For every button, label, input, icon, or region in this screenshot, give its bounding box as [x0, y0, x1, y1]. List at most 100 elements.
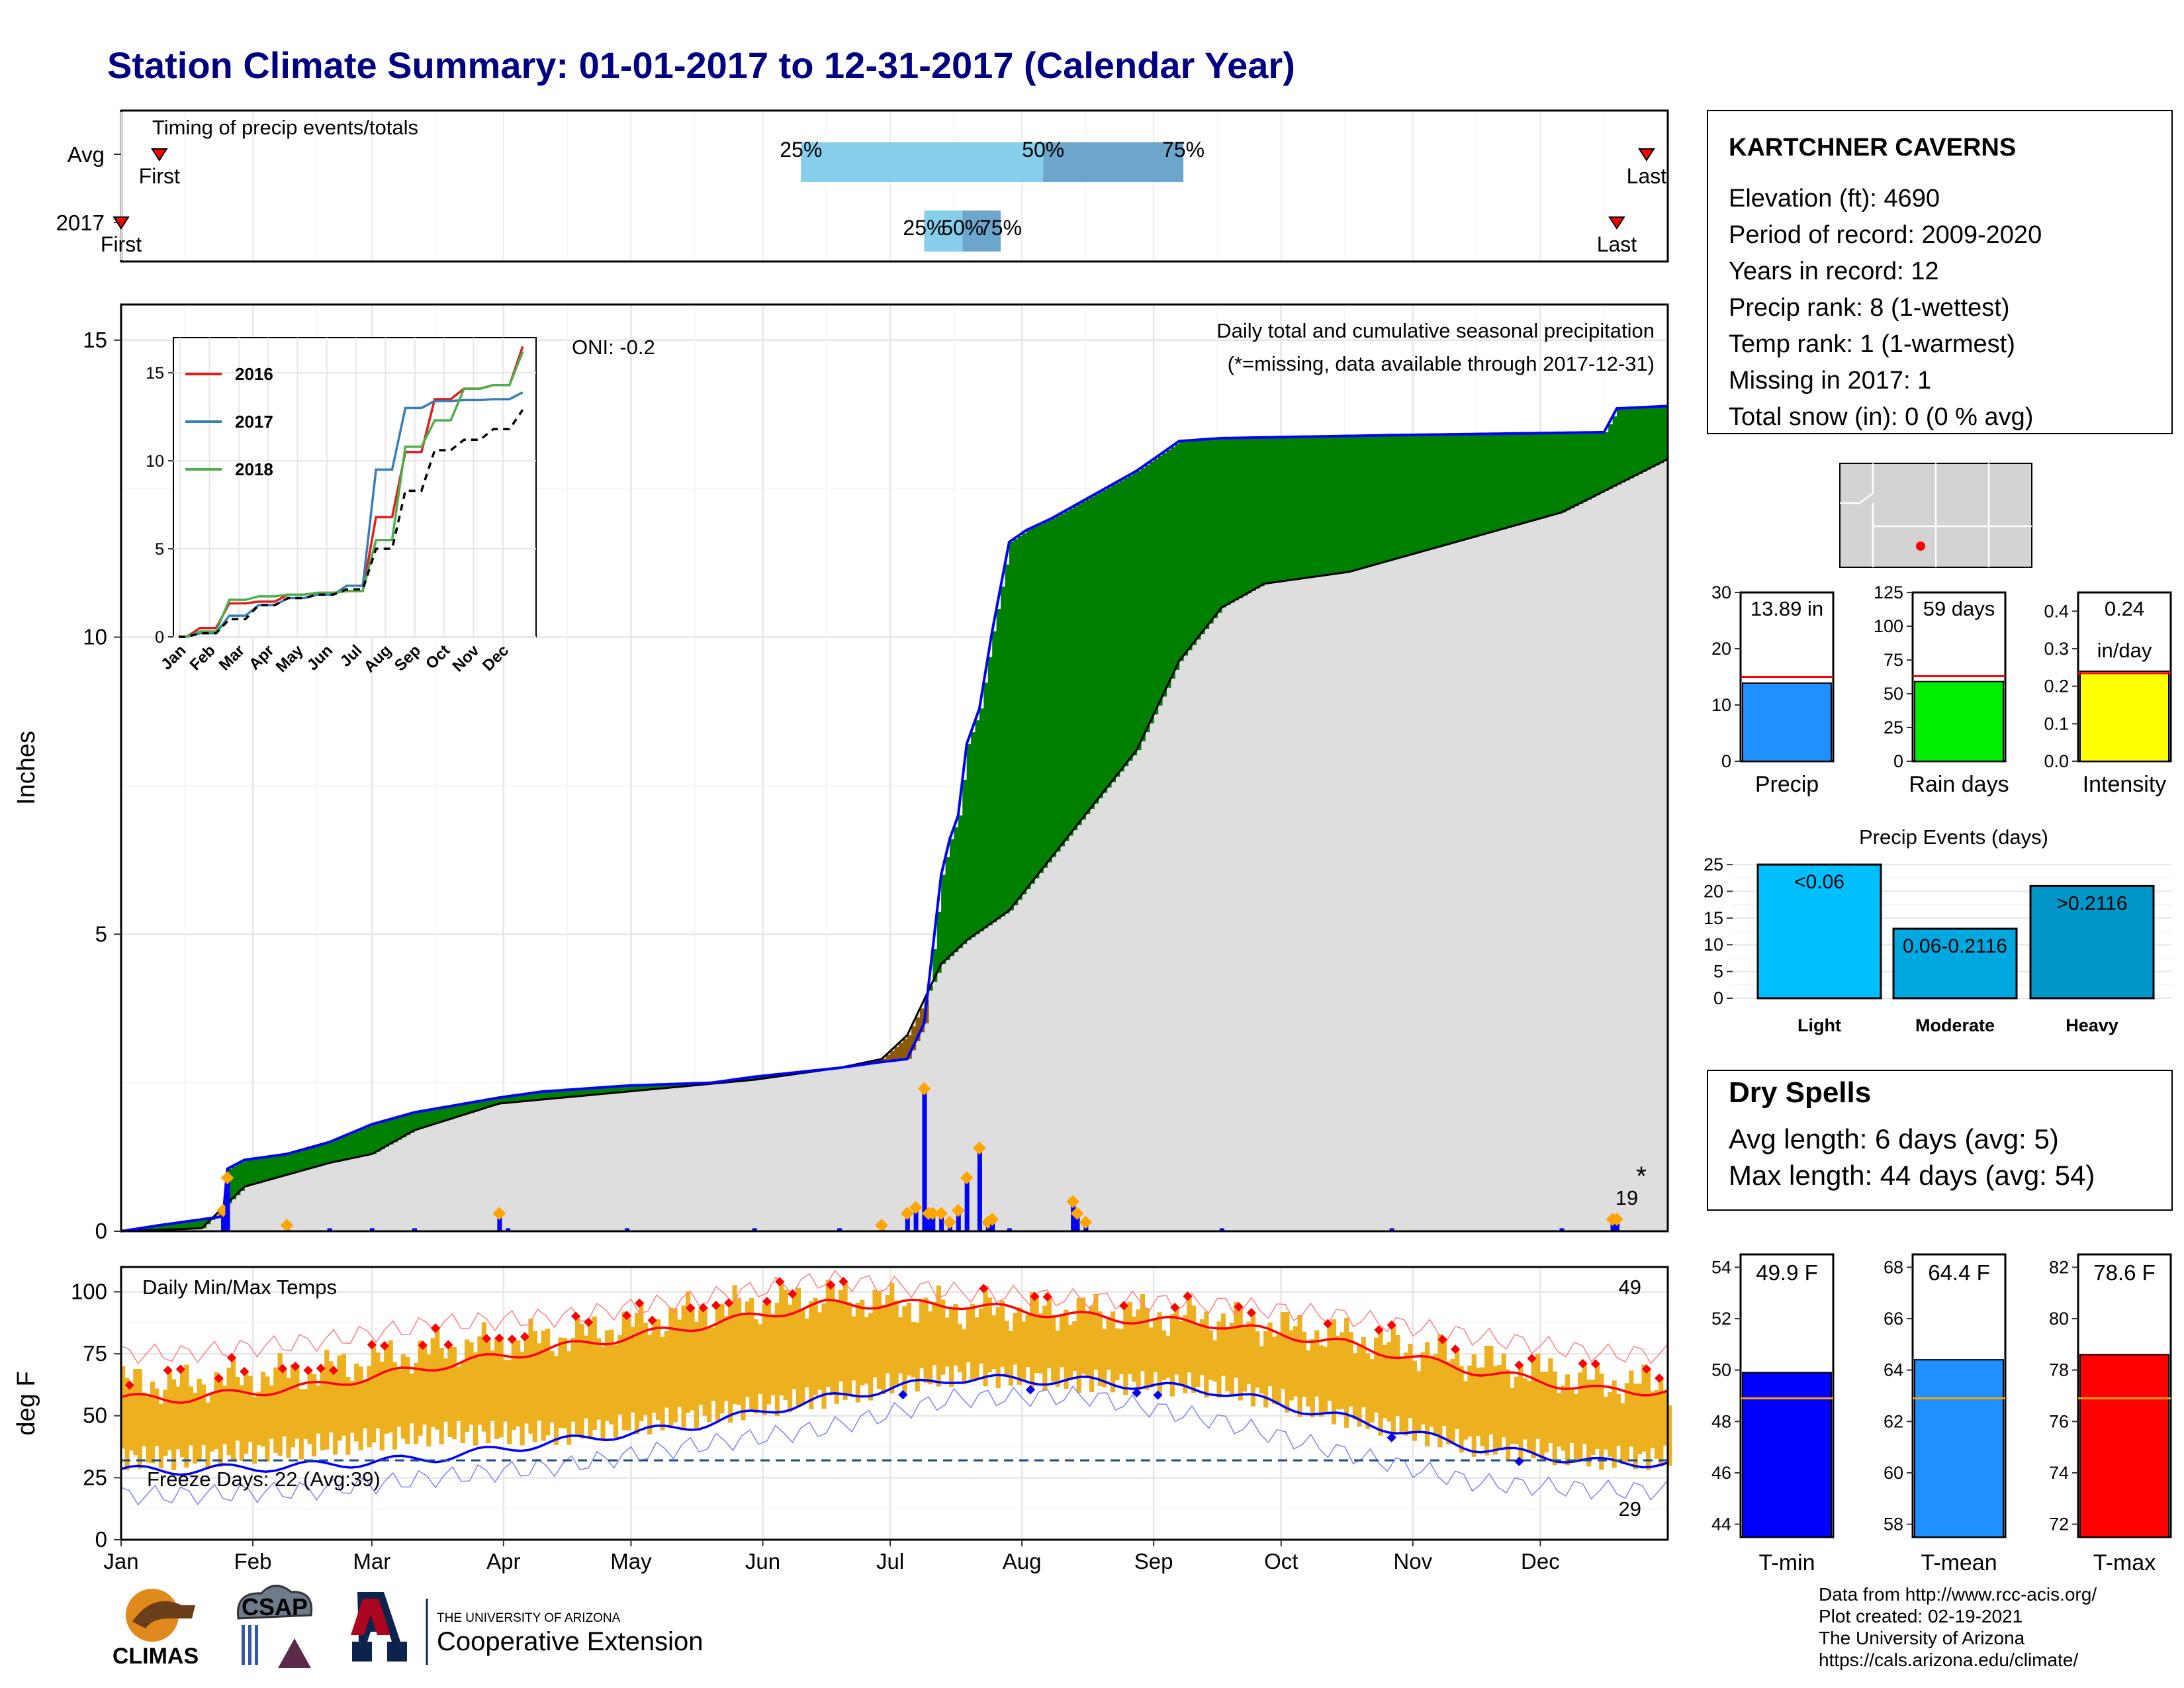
- record-high-marker: [762, 1297, 772, 1307]
- daily-precip-bar: [926, 1213, 931, 1231]
- daily-temp-bar: [974, 1317, 979, 1380]
- daily-temp-bar: [995, 1307, 1001, 1389]
- summary-label: Precip: [1755, 772, 1819, 797]
- departure-fill: [643, 1085, 649, 1090]
- departure-fill: [597, 1088, 602, 1095]
- y-tick-label: 0: [1713, 988, 1723, 1008]
- departure-fill: [1038, 524, 1044, 873]
- departure-fill: [1306, 436, 1312, 578]
- daily-temp-bar: [1476, 1368, 1481, 1436]
- departure-fill: [1089, 496, 1095, 809]
- record-high-marker: [686, 1303, 696, 1313]
- daily-temp-bar: [214, 1372, 219, 1450]
- daily-temp-bar: [1378, 1330, 1383, 1436]
- departure-fill: [1357, 436, 1363, 570]
- daily-temp-bar: [570, 1337, 576, 1422]
- daily-temp-bar: [1369, 1359, 1375, 1423]
- departure-fill: [605, 1087, 610, 1094]
- temp-summary-label: T-max: [2093, 1550, 2156, 1575]
- daily-temp-bar: [1662, 1391, 1668, 1446]
- departure-fill: [401, 1115, 406, 1138]
- departure-fill: [1175, 444, 1180, 670]
- departure-fill: [975, 720, 980, 935]
- daily-temp-bar: [809, 1301, 814, 1409]
- daily-temp-bar: [1110, 1311, 1116, 1393]
- departure-fill: [359, 1129, 364, 1157]
- freeze-days-label: Freeze Days: 22 (Avg:39): [147, 1468, 381, 1491]
- departure-fill: [987, 657, 993, 925]
- daily-temp-bar: [1072, 1321, 1077, 1371]
- daily-precip-marker: [1066, 1195, 1080, 1209]
- departure-fill: [1519, 433, 1524, 525]
- daily-temp-bar: [1467, 1365, 1473, 1437]
- timing-label: Timing of precip events/totals: [152, 116, 418, 139]
- departure-fill: [1205, 439, 1210, 629]
- departure-fill: [1294, 437, 1299, 580]
- daily-temp-bar: [1285, 1311, 1290, 1413]
- record-high-marker: [1234, 1301, 1244, 1312]
- record-high-marker: [635, 1298, 645, 1308]
- y-tick-label: 10: [1704, 935, 1723, 955]
- daily-temp-bar: [1578, 1372, 1583, 1462]
- daily-precip-bar: [1559, 1228, 1565, 1231]
- y-tick-label: 25: [83, 1465, 107, 1489]
- daily-temp-bar: [694, 1321, 699, 1429]
- daily-temp-bar: [167, 1370, 172, 1450]
- departure-fill: [754, 1076, 759, 1080]
- departure-fill: [559, 1090, 564, 1098]
- daily-temp-bar: [1293, 1326, 1298, 1397]
- departure-fill: [427, 1110, 432, 1127]
- daily-temp-bar: [1234, 1301, 1239, 1378]
- daily-temp-bar: [528, 1318, 533, 1434]
- daily-temp-bar: [443, 1358, 449, 1422]
- csap-logo: CSAP: [236, 1585, 313, 1668]
- station-line: Missing in 2017: 1: [1729, 367, 1931, 395]
- daily-temp-bar: [553, 1356, 559, 1445]
- daily-temp-bar: [1089, 1305, 1095, 1393]
- daily-temp-bar: [465, 1339, 470, 1432]
- departure-fill: [962, 779, 968, 945]
- daily-temp-bar: [1178, 1321, 1183, 1386]
- daily-temp-bar: [579, 1324, 584, 1439]
- departure-fill: [1383, 435, 1388, 563]
- daily-temp-bar: [1429, 1356, 1434, 1427]
- departure-fill: [1191, 440, 1197, 645]
- record-high-marker: [647, 1315, 657, 1325]
- departure-fill: [1226, 438, 1231, 606]
- y-tick-label: 15: [83, 328, 107, 352]
- departure-fill: [1255, 438, 1261, 588]
- y-tick-label: 20: [1711, 639, 1731, 659]
- daily-precip-bar: [1219, 1228, 1224, 1231]
- departure-fill: [1353, 436, 1358, 571]
- daily-temp-bar: [1118, 1329, 1124, 1375]
- departure-fill: [172, 1223, 177, 1230]
- event-bar: [1892, 927, 2018, 1000]
- daily-temp-bar: [588, 1322, 593, 1440]
- daily-temp-bar: [1097, 1311, 1103, 1386]
- timing-pct-label: 50%: [1022, 138, 1064, 162]
- departure-fill: [1570, 432, 1575, 508]
- departure-fill: [1430, 434, 1435, 549]
- departure-fill: [180, 1222, 185, 1229]
- daily-temp-bar: [1165, 1335, 1171, 1378]
- departure-fill: [1017, 536, 1023, 900]
- departure-fill: [1421, 434, 1426, 552]
- departure-fill: [1468, 434, 1473, 539]
- daily-temp-bar: [639, 1303, 644, 1422]
- daily-temp-bar: [1132, 1316, 1137, 1382]
- departure-fill: [1077, 504, 1082, 825]
- departure-fill: [422, 1111, 428, 1128]
- daily-temp-bar: [545, 1329, 551, 1436]
- departure-fill: [745, 1078, 751, 1081]
- departure-fill: [371, 1124, 377, 1154]
- temp-line: [120, 1298, 1668, 1405]
- daily-temp-bar: [128, 1385, 134, 1451]
- daily-temp-bar: [1365, 1353, 1371, 1429]
- dry-spells-avg: Avg length: 6 days (avg: 5): [1729, 1123, 2059, 1154]
- daily-temp-bar: [1615, 1393, 1621, 1446]
- y-tick-label: 5: [1713, 962, 1723, 982]
- daily-temp-bar: [983, 1288, 988, 1387]
- departure-fill: [461, 1104, 466, 1116]
- daily-temp-bar: [1238, 1307, 1243, 1401]
- daily-temp-bar: [1650, 1391, 1655, 1448]
